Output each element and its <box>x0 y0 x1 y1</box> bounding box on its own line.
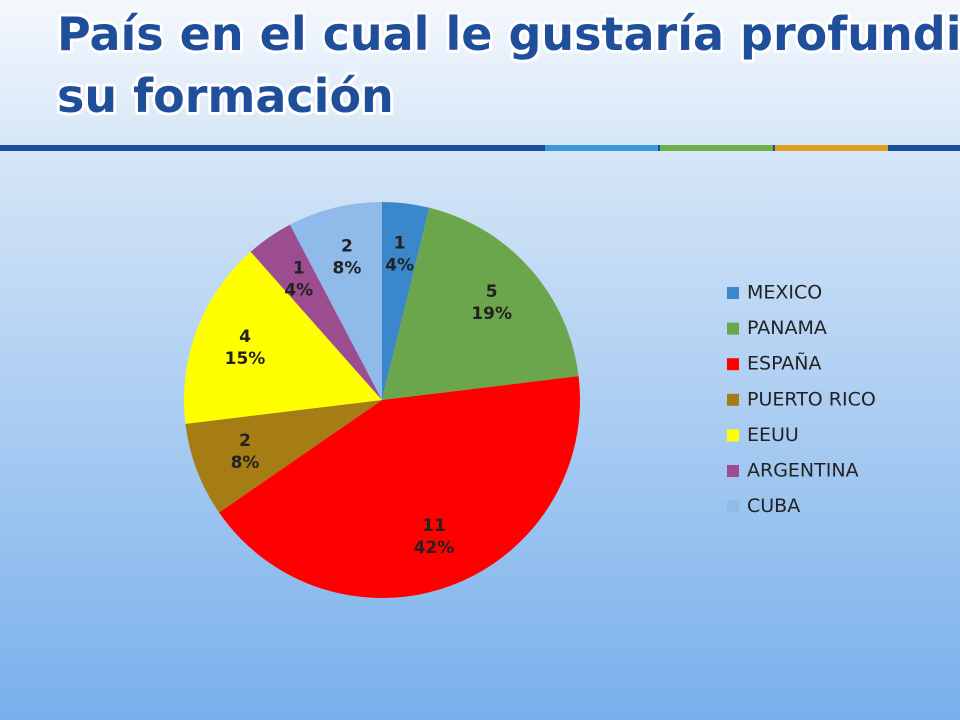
data-label: 1 <box>293 258 305 278</box>
percent-label: 8% <box>231 453 260 473</box>
data-label: 5 <box>486 282 498 302</box>
legend-swatch <box>727 393 739 406</box>
legend-swatch <box>727 465 739 477</box>
pie-slice <box>289 202 382 400</box>
percent-label: 8% <box>332 259 361 279</box>
data-label: 4 <box>239 327 251 347</box>
legend-label: PUERTO RICO <box>747 388 876 410</box>
data-label: 2 <box>341 237 353 257</box>
legend-label: CUBA <box>747 495 800 517</box>
percent-label: 42% <box>414 538 455 558</box>
title-line: País en el cual le gustaría profundizar <box>57 7 960 61</box>
percent-label: 4% <box>385 256 414 276</box>
divider-accent <box>545 145 658 151</box>
title-line: su formación <box>57 69 394 123</box>
pie-slice <box>382 207 579 400</box>
legend-label: MEXICO <box>747 282 822 304</box>
legend-label: PANAMA <box>747 317 827 339</box>
data-label: 2 <box>239 431 251 451</box>
legend-swatch <box>727 429 739 442</box>
legend-label: ESPAÑA <box>747 352 822 375</box>
legend-swatch <box>727 500 739 513</box>
data-label: 11 <box>422 516 446 536</box>
pie-slice <box>219 376 580 598</box>
pie-slice <box>250 224 382 400</box>
divider-accent <box>660 145 773 151</box>
divider-accent <box>775 145 888 151</box>
legend-label: ARGENTINA <box>747 460 859 482</box>
legend-swatch <box>727 322 739 335</box>
percent-label: 19% <box>471 304 512 324</box>
legend-swatch <box>727 287 739 299</box>
pie-slice <box>185 400 382 513</box>
legend-swatch <box>727 358 739 371</box>
percent-label: 15% <box>225 349 266 369</box>
pie-slice <box>382 202 430 400</box>
data-label: 1 <box>394 234 406 254</box>
divider <box>0 145 960 151</box>
legend-label: EEUU <box>747 424 799 446</box>
pie-slice <box>184 251 382 424</box>
percent-label: 4% <box>284 280 313 300</box>
